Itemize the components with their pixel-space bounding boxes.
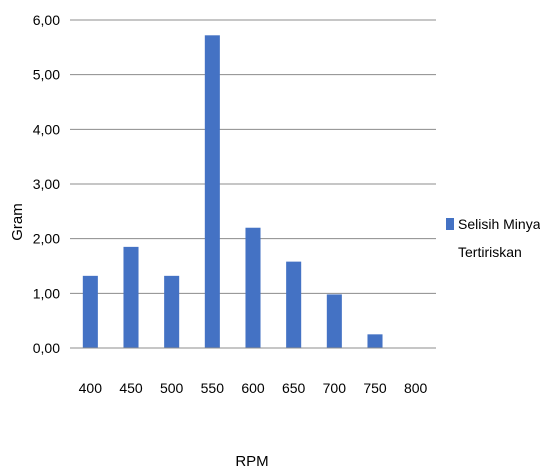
x-tick-label: 700: [323, 380, 347, 396]
legend-label-line-1: Selisih Minyak: [458, 216, 540, 232]
x-tick-label: 450: [119, 380, 143, 396]
bar-650: [286, 261, 302, 348]
y-tick-label: 5,00: [33, 67, 60, 83]
y-tick-label: 0,00: [33, 340, 60, 356]
y-tick-labels: 0,00 1,00 2,00 3,00 4,00 5,00 6,00: [33, 12, 60, 356]
x-tick-label: 500: [160, 380, 184, 396]
legend: Selisih Minyak Tertiriskan: [446, 216, 540, 260]
x-tick-label: 550: [201, 380, 225, 396]
bar-550: [204, 35, 220, 348]
x-tick-label: 400: [79, 380, 103, 396]
x-tick-label: 800: [404, 380, 428, 396]
gridlines: [70, 19, 436, 294]
bar-500: [164, 275, 180, 348]
x-tick-label: 600: [241, 380, 265, 396]
legend-label-line-2: Tertiriskan: [458, 244, 522, 260]
y-tick-label: 3,00: [33, 176, 60, 192]
bar-700: [326, 294, 342, 348]
bars: [82, 35, 383, 348]
bar-750: [367, 334, 383, 348]
x-axis-title: RPM: [235, 453, 268, 470]
y-tick-label: 2,00: [33, 231, 60, 247]
x-tick-label: 650: [282, 380, 306, 396]
y-tick-label: 1,00: [33, 285, 60, 301]
bar-600: [245, 227, 261, 348]
x-tick-label: 750: [363, 380, 387, 396]
y-tick-label: 6,00: [33, 12, 60, 28]
y-axis-title: Gram: [9, 203, 26, 241]
bar-450: [123, 246, 139, 348]
legend-swatch: [446, 218, 454, 230]
x-tick-labels: 400 450 500 550 600 650 700 750 800: [79, 380, 428, 396]
y-tick-label: 4,00: [33, 121, 60, 137]
bar-400: [82, 275, 98, 348]
